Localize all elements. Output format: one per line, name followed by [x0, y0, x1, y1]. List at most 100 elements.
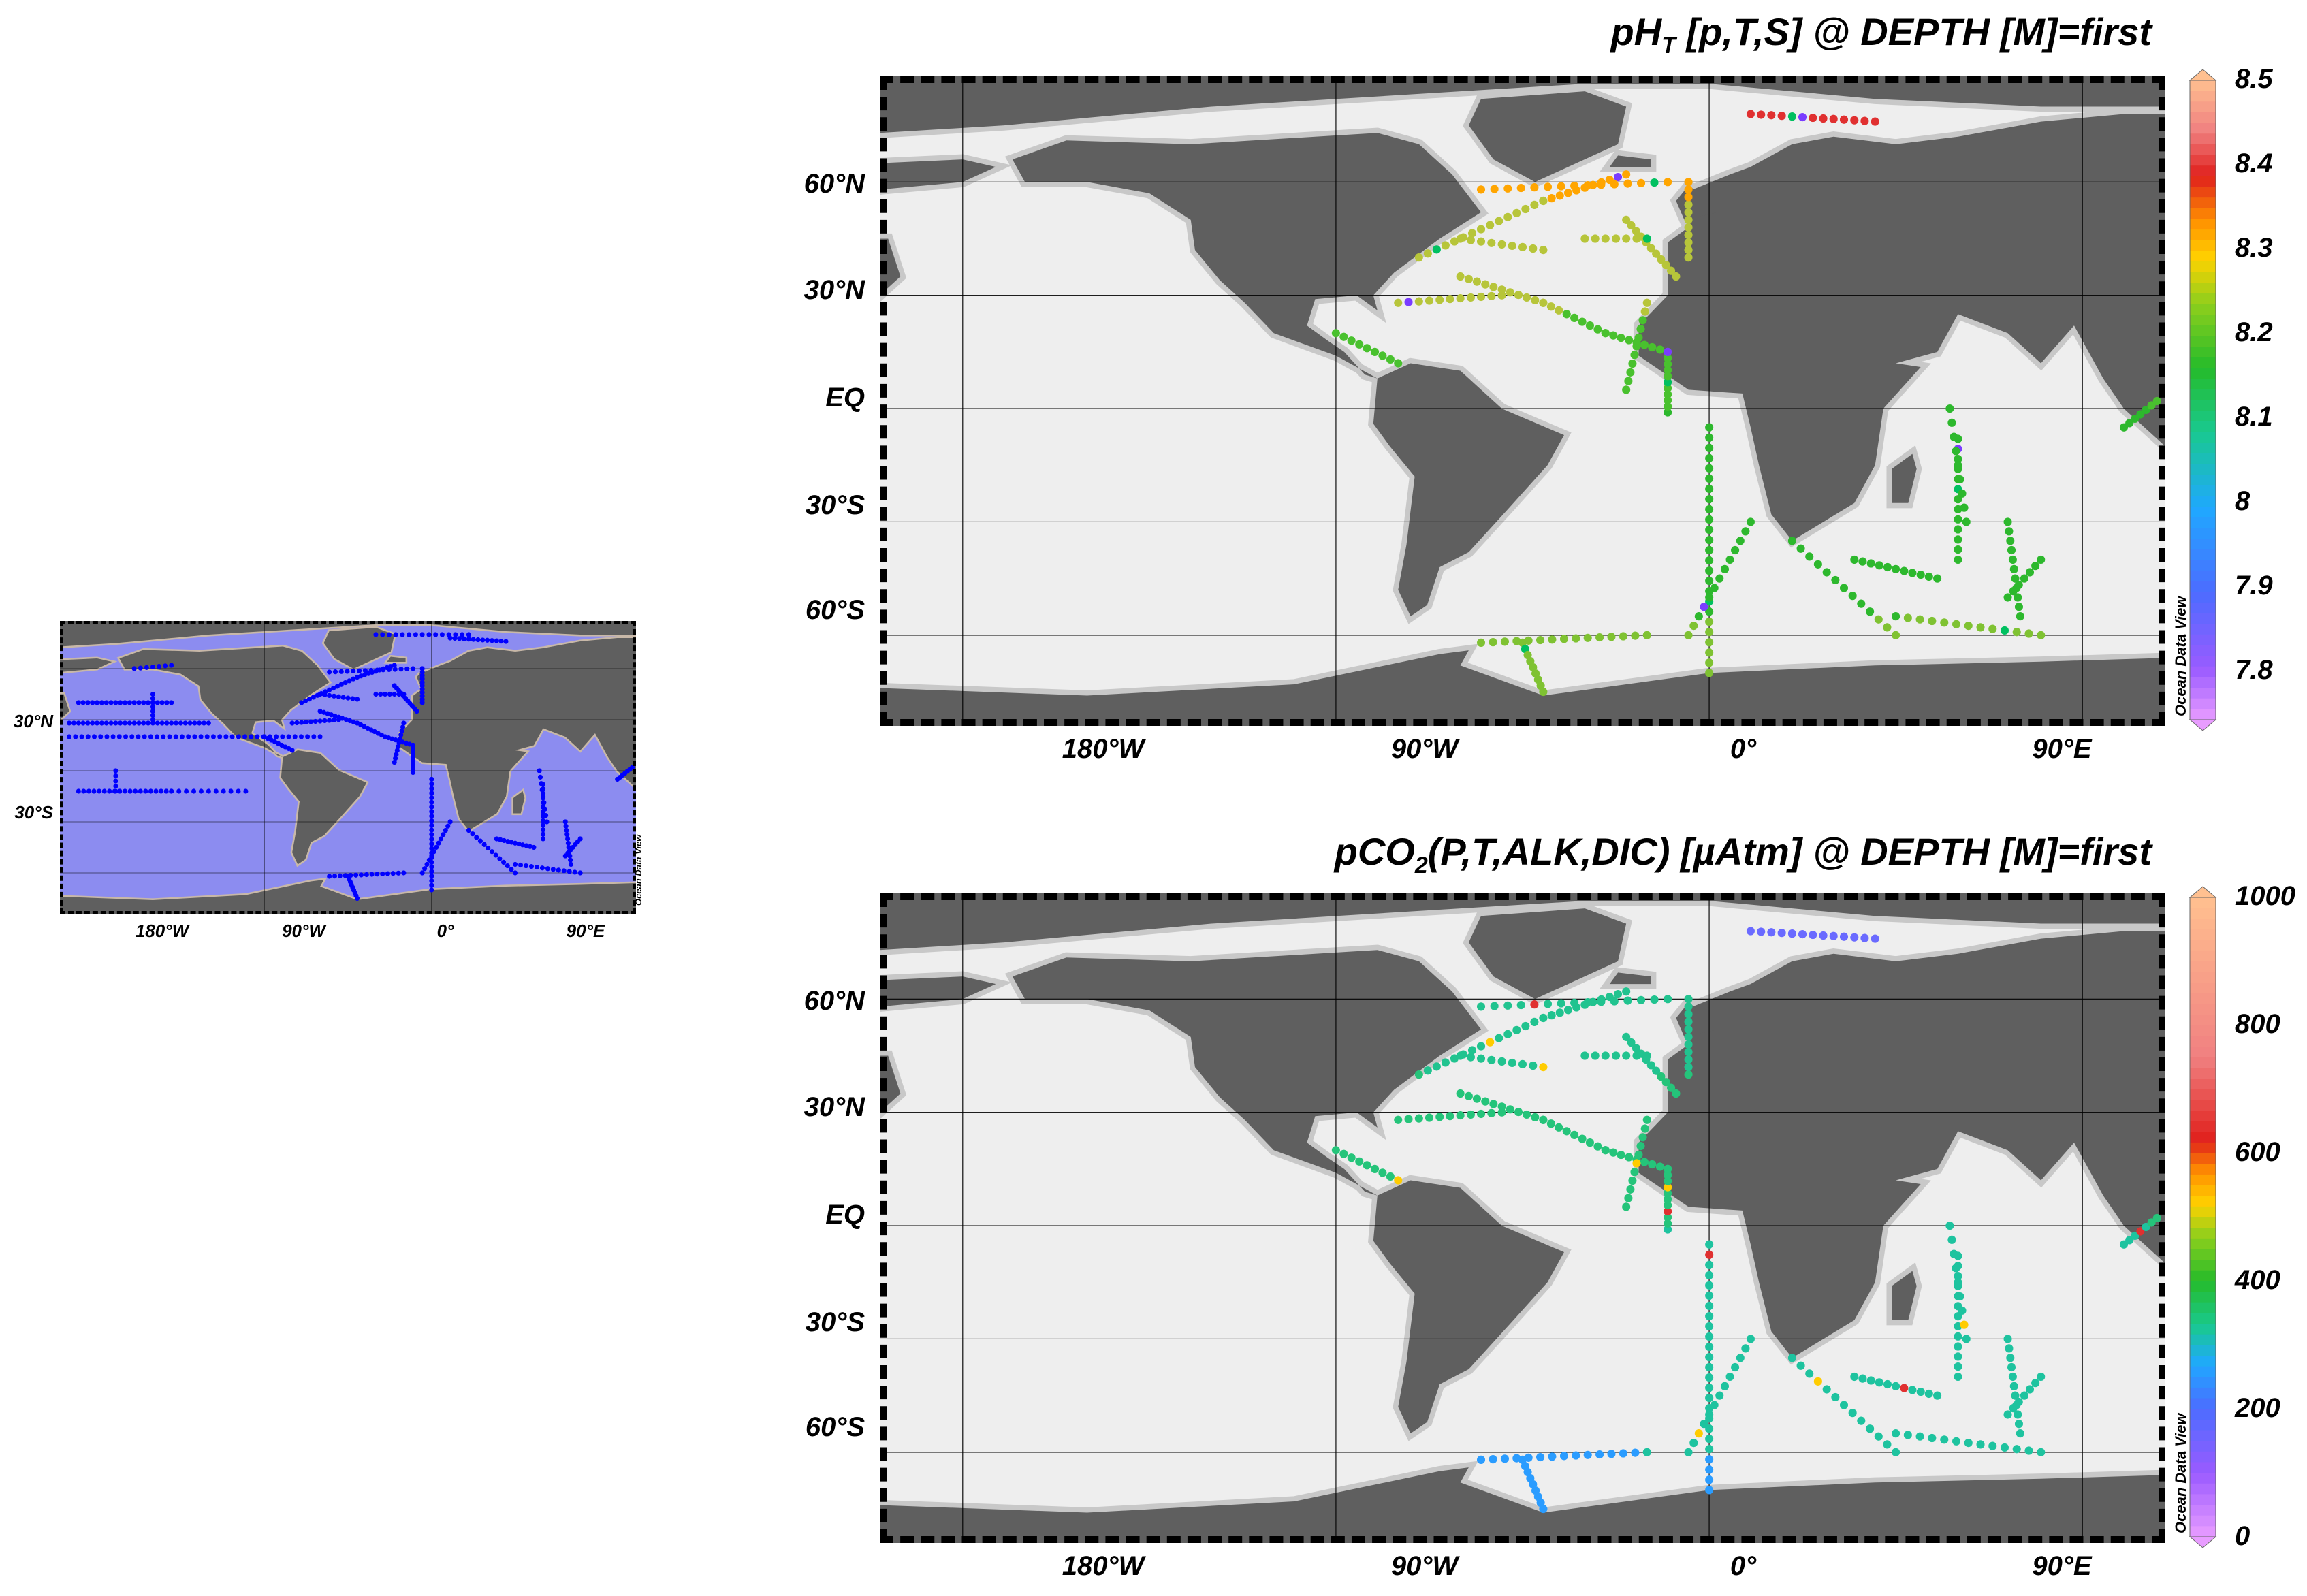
station-point: [563, 823, 569, 829]
station-point: [513, 870, 518, 876]
pco2-cb-tick-0: 0: [2235, 1521, 2250, 1551]
station-point: [1736, 1354, 1745, 1362]
station-point: [1715, 574, 1724, 583]
ph-cb-tick-7-9: 7.9: [2235, 571, 2273, 601]
station-point: [289, 720, 295, 726]
station-point: [429, 836, 434, 842]
station-point: [497, 856, 503, 861]
station-point: [513, 840, 518, 846]
station-point: [1642, 1051, 1651, 1060]
station-point: [429, 823, 434, 828]
station-point: [1617, 1150, 1625, 1160]
station-point: [2008, 555, 2017, 564]
station-point: [426, 632, 432, 637]
colorbar-segment: [2190, 1260, 2216, 1271]
station-point: [1805, 1369, 1814, 1378]
station-point: [141, 700, 146, 705]
station-point: [477, 838, 483, 844]
station-point: [1555, 306, 1563, 315]
station-point: [1623, 179, 1632, 188]
station-point: [221, 788, 226, 794]
station-point: [1476, 1455, 1486, 1464]
colorbar-segment: [2190, 908, 2216, 919]
station-point: [1638, 316, 1647, 325]
land-0: [1638, 114, 2165, 541]
station-point: [91, 734, 97, 739]
station-point: [1705, 525, 1714, 534]
station-point: [306, 697, 313, 702]
station-point: [1472, 277, 1482, 286]
colorbar-segment: [2190, 208, 2216, 220]
station-point: [110, 734, 116, 739]
station-point: [550, 867, 556, 872]
station-point: [419, 697, 425, 702]
station-point: [1664, 1219, 1672, 1228]
station-point: [1595, 1450, 1604, 1459]
station-point: [429, 776, 434, 782]
station-point: [2037, 631, 2046, 639]
station-point: [1559, 1452, 1569, 1461]
station-point: [1572, 634, 1580, 643]
station-point: [1508, 241, 1516, 251]
colorbar-segment: [2190, 1441, 2216, 1452]
station-point: [1705, 1424, 1714, 1433]
station-point: [390, 871, 396, 876]
station-point: [1597, 180, 1606, 189]
station-point: [1487, 1055, 1496, 1064]
station-point: [1432, 245, 1441, 254]
station-point: [1705, 1362, 1714, 1372]
station-point: [1476, 1054, 1486, 1063]
station-point: [562, 819, 568, 825]
ph-cb-tick-8-2: 8.2: [2235, 317, 2273, 347]
land-11: [880, 893, 2165, 951]
station-point: [436, 840, 441, 846]
station-point: [1684, 230, 1693, 240]
station-point: [1741, 1344, 1750, 1353]
station-point: [1467, 229, 1477, 238]
station-point: [131, 720, 137, 726]
station-point: [392, 691, 397, 697]
station-point: [150, 708, 156, 714]
station-point: [1705, 1373, 1714, 1382]
station-point: [572, 869, 577, 875]
station-point: [1916, 1387, 1925, 1396]
station-point: [1539, 196, 1548, 206]
station-point: [325, 711, 330, 716]
station-point: [1497, 1057, 1506, 1066]
ph-map-canvas: [880, 76, 2165, 726]
station-point: [1529, 1061, 1538, 1070]
station-point: [1875, 561, 1883, 570]
station-point: [163, 788, 169, 794]
station-point: [159, 700, 165, 705]
station-point: [429, 809, 434, 814]
ph-lat-label-60s: 60°S: [805, 595, 865, 625]
station-point: [1414, 297, 1423, 306]
station-point: [355, 895, 360, 901]
station-point: [419, 676, 425, 682]
station-point: [540, 831, 546, 837]
station-point: [1622, 1032, 1631, 1041]
station-point: [1964, 621, 1973, 631]
station-point: [1648, 1160, 1657, 1169]
station-point: [1705, 1271, 1714, 1280]
station-point: [1601, 234, 1610, 243]
station-point: [1684, 200, 1693, 209]
colorbar-segment: [2190, 443, 2216, 454]
station-point: [528, 863, 535, 869]
station-point: [1580, 234, 1589, 243]
station-point: [242, 734, 248, 739]
station-point: [392, 663, 397, 668]
station-point: [1331, 329, 1340, 338]
station-point: [2025, 568, 2035, 577]
station-point: [1626, 1185, 1635, 1194]
ph-title-sub: T: [1661, 33, 1676, 59]
station-point: [540, 818, 546, 823]
station-point: [429, 864, 434, 869]
station-point: [419, 669, 425, 675]
colorbar-segment: [2190, 592, 2216, 603]
station-point: [345, 695, 351, 701]
colorbar-segment: [2190, 411, 2216, 422]
land-8: [1609, 155, 1651, 167]
station-point: [375, 872, 380, 877]
station-point: [1960, 503, 1969, 512]
